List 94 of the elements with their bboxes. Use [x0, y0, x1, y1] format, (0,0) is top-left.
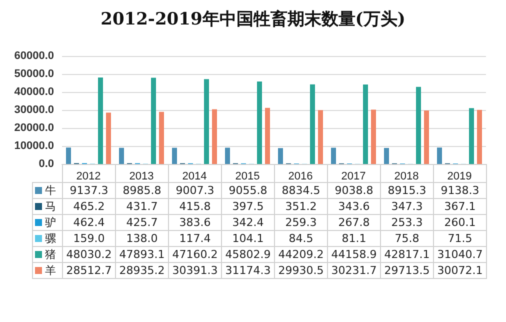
data-label: 8834.5 [274, 182, 328, 198]
bar [159, 112, 164, 164]
data-label: 31040.7 [434, 246, 486, 262]
data-label: 28512.7 [62, 262, 116, 278]
legend-label: 猪 [32, 246, 62, 262]
data-label: 425.7 [116, 214, 168, 230]
bar [363, 84, 368, 164]
bar [371, 110, 376, 164]
bar [384, 148, 389, 164]
data-label: 104.1 [222, 230, 274, 246]
data-label: 31174.3 [222, 262, 274, 278]
bar [119, 148, 124, 164]
bar [225, 148, 230, 164]
legend-label: 驴 [32, 214, 62, 230]
bar [204, 79, 209, 164]
bar [151, 78, 156, 164]
data-label: 30072.1 [434, 262, 486, 278]
bar [66, 148, 71, 164]
x-tick-label: 2017 [341, 170, 366, 182]
bar [477, 110, 482, 164]
data-label: 267.8 [328, 214, 380, 230]
data-label: 342.4 [222, 214, 274, 230]
data-label: 383.6 [168, 214, 222, 230]
bar [278, 148, 283, 164]
data-label: 259.3 [274, 214, 328, 230]
bar [172, 148, 177, 164]
bar [98, 78, 103, 164]
x-tick-label: 2013 [129, 170, 154, 182]
bar [257, 82, 262, 164]
data-label: 28935.2 [116, 262, 168, 278]
data-label: 9138.3 [434, 182, 486, 198]
x-tick-label: 2015 [235, 170, 260, 182]
bar [106, 112, 111, 164]
data-label: 84.5 [274, 230, 328, 246]
x-tick-label: 2018 [394, 170, 419, 182]
data-label: 138.0 [116, 230, 168, 246]
data-label: 9055.8 [222, 182, 274, 198]
x-tick-label: 2019 [447, 170, 472, 182]
x-tick-label: 2012 [76, 170, 101, 182]
legend-label: 羊 [32, 262, 62, 278]
data-label: 45802.9 [222, 246, 274, 262]
chart-title: 2012-2019年中国牲畜期末数量(万头) [100, 8, 406, 30]
data-label: 260.1 [434, 214, 486, 230]
data-label: 47160.2 [168, 246, 222, 262]
legend-label: 牛 [32, 182, 62, 198]
bar [469, 108, 474, 164]
data-label: 48030.2 [62, 246, 116, 262]
bar [437, 148, 442, 164]
y-tick-label: 50000.0 [14, 68, 54, 80]
data-label: 159.0 [62, 230, 116, 246]
bar [212, 109, 217, 164]
bar [424, 110, 429, 164]
data-label: 347.3 [380, 198, 434, 214]
data-label: 462.4 [62, 214, 116, 230]
data-label: 47893.1 [116, 246, 168, 262]
legend-label: 骡 [32, 230, 62, 246]
data-label: 8915.3 [380, 182, 434, 198]
bar [265, 108, 270, 164]
bar [310, 84, 315, 164]
data-label: 9137.3 [62, 182, 116, 198]
legend-label: 马 [32, 198, 62, 214]
y-tick-label: 0.0 [38, 158, 54, 170]
data-label: 367.1 [434, 198, 486, 214]
data-label: 397.5 [222, 198, 274, 214]
y-tick-label: 30000.0 [14, 104, 54, 116]
data-label: 29930.5 [274, 262, 328, 278]
data-label: 71.5 [434, 230, 486, 246]
data-label: 44158.9 [328, 246, 380, 262]
y-tick-label: 10000.0 [14, 140, 54, 152]
y-tick-label: 60000.0 [14, 50, 54, 62]
data-label: 253.3 [380, 214, 434, 230]
data-label: 415.8 [168, 198, 222, 214]
y-tick-label: 40000.0 [14, 86, 54, 98]
data-label: 30391.3 [168, 262, 222, 278]
data-label: 8985.8 [116, 182, 168, 198]
data-label: 431.7 [116, 198, 168, 214]
data-label: 29713.5 [380, 262, 434, 278]
data-label: 117.4 [168, 230, 222, 246]
data-label: 30231.7 [328, 262, 380, 278]
bar [318, 110, 323, 164]
bar [416, 86, 421, 164]
data-label: 465.2 [62, 198, 116, 214]
y-tick-label: 20000.0 [14, 122, 54, 134]
data-label: 351.2 [274, 198, 328, 214]
data-label: 42817.1 [380, 246, 434, 262]
data-label: 81.1 [328, 230, 380, 246]
x-tick-label: 2014 [182, 170, 207, 182]
x-tick-label: 2016 [288, 170, 313, 182]
data-label: 44209.2 [274, 246, 328, 262]
data-label: 75.8 [380, 230, 434, 246]
data-label: 343.6 [328, 198, 380, 214]
data-label: 9038.8 [328, 182, 380, 198]
bar [331, 148, 336, 164]
data-label: 9007.3 [168, 182, 222, 198]
